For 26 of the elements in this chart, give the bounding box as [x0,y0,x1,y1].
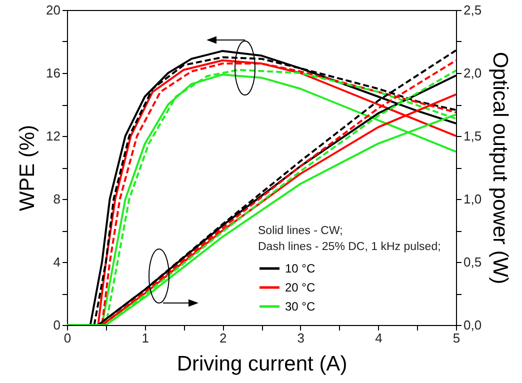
x-tick-label: 1 [142,330,149,346]
y2-tick-label: 1,0 [464,192,482,206]
y-tick-label: 4 [53,254,60,270]
annotation: Solid lines - CW; [258,225,343,237]
x-axis-title: Driving current (A) [176,352,348,376]
y-tick-label: 12 [46,128,60,144]
y2-tick-label: 0,5 [464,254,482,270]
y-tick-label: 16 [46,66,60,80]
annotation: Dash lines - 25% DC, 1 kHz pulsed; [258,241,441,253]
y2-tick-label: 1,5 [464,128,482,144]
y-tick-label: 8 [53,192,60,206]
legend-label: 10 °C [285,262,316,276]
legend-label: 30 °C [285,300,316,314]
x-tick-label: 0 [64,330,72,346]
y-tick-label: 0 [53,318,60,332]
y-axis-title: WPE (%) [16,124,40,212]
y2-axis-title: Optical output power (W) [488,52,512,284]
x-tick-label: 5 [452,330,460,346]
y2-tick-label: 2,0 [464,66,482,80]
y2-tick-label: 2,5 [464,2,482,18]
x-tick-label: 2 [219,330,227,346]
y-tick-label: 20 [46,2,60,18]
y2-tick-label: 0,0 [464,318,482,332]
x-tick-label: 4 [375,330,382,346]
x-tick-label: 3 [297,330,305,346]
legend-label: 20 °C [285,280,316,294]
